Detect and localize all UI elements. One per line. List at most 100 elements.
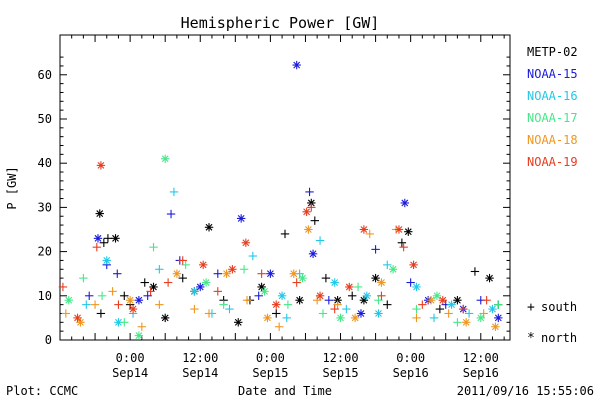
south-point: [225, 304, 234, 314]
north-point: [295, 296, 304, 305]
north-point: [308, 249, 318, 259]
north-point: [388, 265, 398, 274]
plot-frame: [59, 34, 511, 341]
south-point: [453, 318, 462, 327]
south-point: [140, 278, 149, 287]
south-point: [383, 300, 392, 309]
south-point: [97, 291, 107, 300]
north-point: [292, 60, 301, 70]
south-point: [61, 309, 71, 318]
south-point: [146, 287, 155, 296]
x-axis-ticks: 0:00Sep1412:00Sep140:00Sep1512:00Sep150:…: [59, 35, 505, 380]
south-point: [324, 296, 334, 305]
south-point: [365, 229, 374, 239]
south-point: [274, 322, 284, 331]
south-point: [374, 296, 383, 305]
north-point: [93, 234, 103, 243]
south-point: [178, 256, 187, 265]
north-point: [201, 278, 211, 287]
south-point: [79, 273, 88, 283]
y-tick-label: 10: [38, 289, 52, 303]
south-point: [155, 265, 164, 274]
south-point: [353, 282, 363, 292]
north-point: [160, 313, 170, 323]
legend-south-symbol: +: [527, 300, 535, 315]
north-point: [272, 300, 281, 309]
north-point: [289, 269, 298, 278]
x-tick-date: Sep15: [322, 366, 358, 380]
north-point: [298, 273, 307, 283]
south-point: [371, 245, 380, 254]
south-point: [470, 267, 480, 276]
south-point: [399, 242, 408, 252]
south-point: [321, 273, 331, 283]
north-point: [196, 282, 205, 292]
south-point: [143, 291, 152, 300]
north-point: [362, 291, 372, 300]
north-point: [204, 223, 214, 232]
south-point: [248, 251, 258, 261]
legend-north-label: north: [541, 331, 577, 345]
x-tick-time: 12:00: [463, 351, 499, 365]
north-point: [377, 278, 386, 287]
south-point: [82, 300, 91, 309]
south-point: [305, 187, 314, 197]
north-point: [73, 313, 82, 323]
south-point: [397, 238, 407, 247]
south-point: [92, 242, 102, 252]
north-point: [190, 287, 199, 296]
north-point: [315, 291, 325, 300]
plot-timestamp: 2011/09/16 15:55:06: [457, 384, 594, 398]
south-point: [283, 300, 293, 309]
south-point: [494, 300, 503, 309]
legend-south-label: south: [541, 300, 577, 314]
north-point: [76, 318, 85, 327]
north-point: [241, 238, 251, 247]
south-point: [137, 322, 147, 331]
north-point: [277, 291, 287, 300]
x-tick-date: Sep15: [252, 366, 288, 380]
y-axis-label: P [GW]: [5, 166, 19, 209]
north-point: [461, 318, 471, 327]
south-point: [429, 313, 439, 323]
south-point: [204, 309, 214, 318]
north-point: [134, 331, 144, 340]
south-point: [418, 300, 427, 309]
south-point: [114, 300, 123, 309]
legend-entry: NOAA-18: [527, 133, 578, 147]
south-point: [383, 260, 392, 270]
north-point: [236, 214, 246, 223]
south-point: [163, 278, 173, 287]
north-point: [447, 300, 456, 309]
north-point: [64, 296, 73, 305]
x-tick-date: Sep16: [463, 366, 499, 380]
south-point: [149, 242, 158, 252]
north-point: [371, 273, 380, 283]
legend-entry: NOAA-15: [527, 67, 578, 81]
north-point: [359, 225, 369, 234]
south-point: [103, 234, 113, 243]
north-point: [198, 260, 208, 270]
north-point: [438, 296, 447, 305]
south-point: [412, 304, 421, 314]
x-tick-time: 12:00: [322, 351, 358, 365]
x-tick-time: 0:00: [256, 351, 285, 365]
north-point: [485, 273, 494, 283]
legend-entry: NOAA-19: [527, 155, 578, 169]
south-point: [85, 291, 94, 300]
south-point: [348, 291, 357, 300]
south-point: [219, 300, 228, 309]
south-point: [307, 203, 316, 212]
south-point: [242, 296, 252, 305]
south-point: [459, 304, 468, 314]
north-point: [488, 304, 497, 314]
south-point: [99, 238, 109, 247]
x-tick-time: 0:00: [116, 351, 145, 365]
south-point: [342, 304, 351, 314]
south-point: [377, 291, 386, 300]
north-point: [494, 313, 503, 323]
north-point: [222, 269, 231, 278]
x-tick-date: Sep14: [112, 366, 148, 380]
south-point: [169, 187, 179, 197]
